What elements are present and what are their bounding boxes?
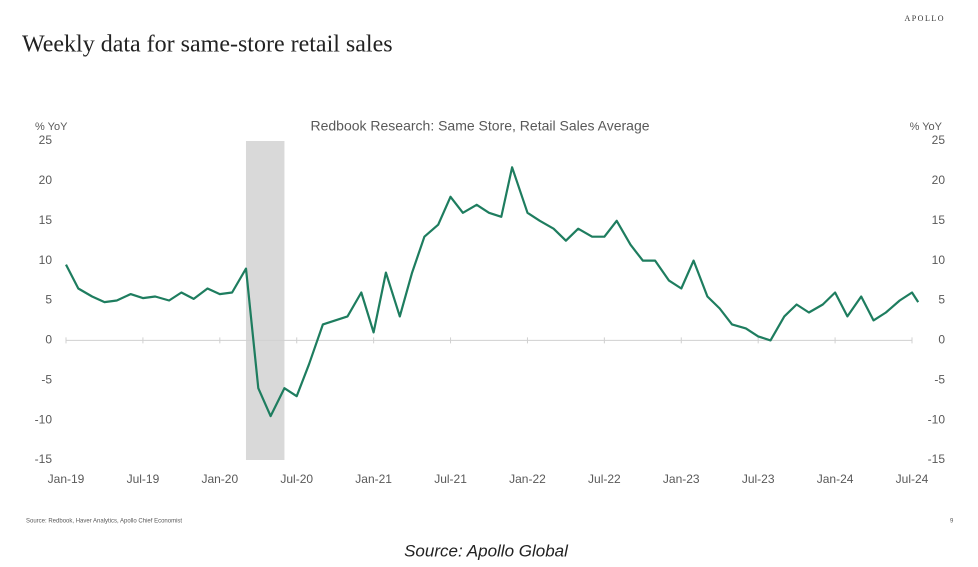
x-tick-label: Jul-24	[896, 472, 929, 486]
y2-tick-label: 0	[938, 333, 945, 347]
y-tick-label: 20	[39, 173, 53, 187]
x-tick-label: Jan-21	[355, 472, 392, 486]
y-tick-label: -5	[41, 372, 52, 386]
x-tick-label: Jan-24	[817, 472, 854, 486]
y-tick-label: 0	[45, 333, 52, 347]
y-tick-label: 10	[39, 253, 53, 267]
page-title: Weekly data for same-store retail sales	[22, 32, 393, 58]
caption: Source: Apollo Global	[404, 541, 569, 560]
y2-axis-label: % YoY	[910, 121, 943, 133]
y2-tick-label: 15	[932, 213, 946, 227]
x-tick-label: Jul-20	[280, 472, 313, 486]
x-tick-label: Jul-21	[434, 472, 467, 486]
x-tick-label: Jan-22	[509, 472, 546, 486]
page-number: 9	[950, 519, 954, 525]
y-tick-label: 5	[45, 293, 52, 307]
y2-tick-label: -10	[928, 412, 946, 426]
x-tick-label: Jan-20	[201, 472, 238, 486]
x-tick-label: Jul-22	[588, 472, 621, 486]
source-note: Source: Redbook, Haver Analytics, Apollo…	[26, 519, 182, 525]
y-tick-label: -15	[35, 452, 53, 466]
data-line	[65, 166, 920, 418]
shaded-region	[245, 141, 285, 460]
y2-tick-label: 20	[932, 173, 946, 187]
brand: APOLLO	[904, 14, 945, 23]
chart-title: Redbook Research: Same Store, Retail Sal…	[310, 118, 649, 134]
y2-tick-label: 10	[932, 253, 946, 267]
y2-tick-label: -15	[928, 452, 946, 466]
y-axis-label: % YoY	[35, 121, 68, 133]
y2-tick-label: 25	[932, 133, 946, 147]
y-tick-label: 15	[39, 213, 53, 227]
y2-tick-label: -5	[934, 372, 945, 386]
y-tick-label: 25	[39, 133, 53, 147]
y2-tick-label: 5	[938, 293, 945, 307]
y-tick-label: -10	[35, 412, 53, 426]
x-tick-label: Jan-19	[48, 472, 85, 486]
x-tick-label: Jul-23	[742, 472, 775, 486]
x-tick-label: Jul-19	[127, 472, 160, 486]
x-tick-label: Jan-23	[663, 472, 700, 486]
